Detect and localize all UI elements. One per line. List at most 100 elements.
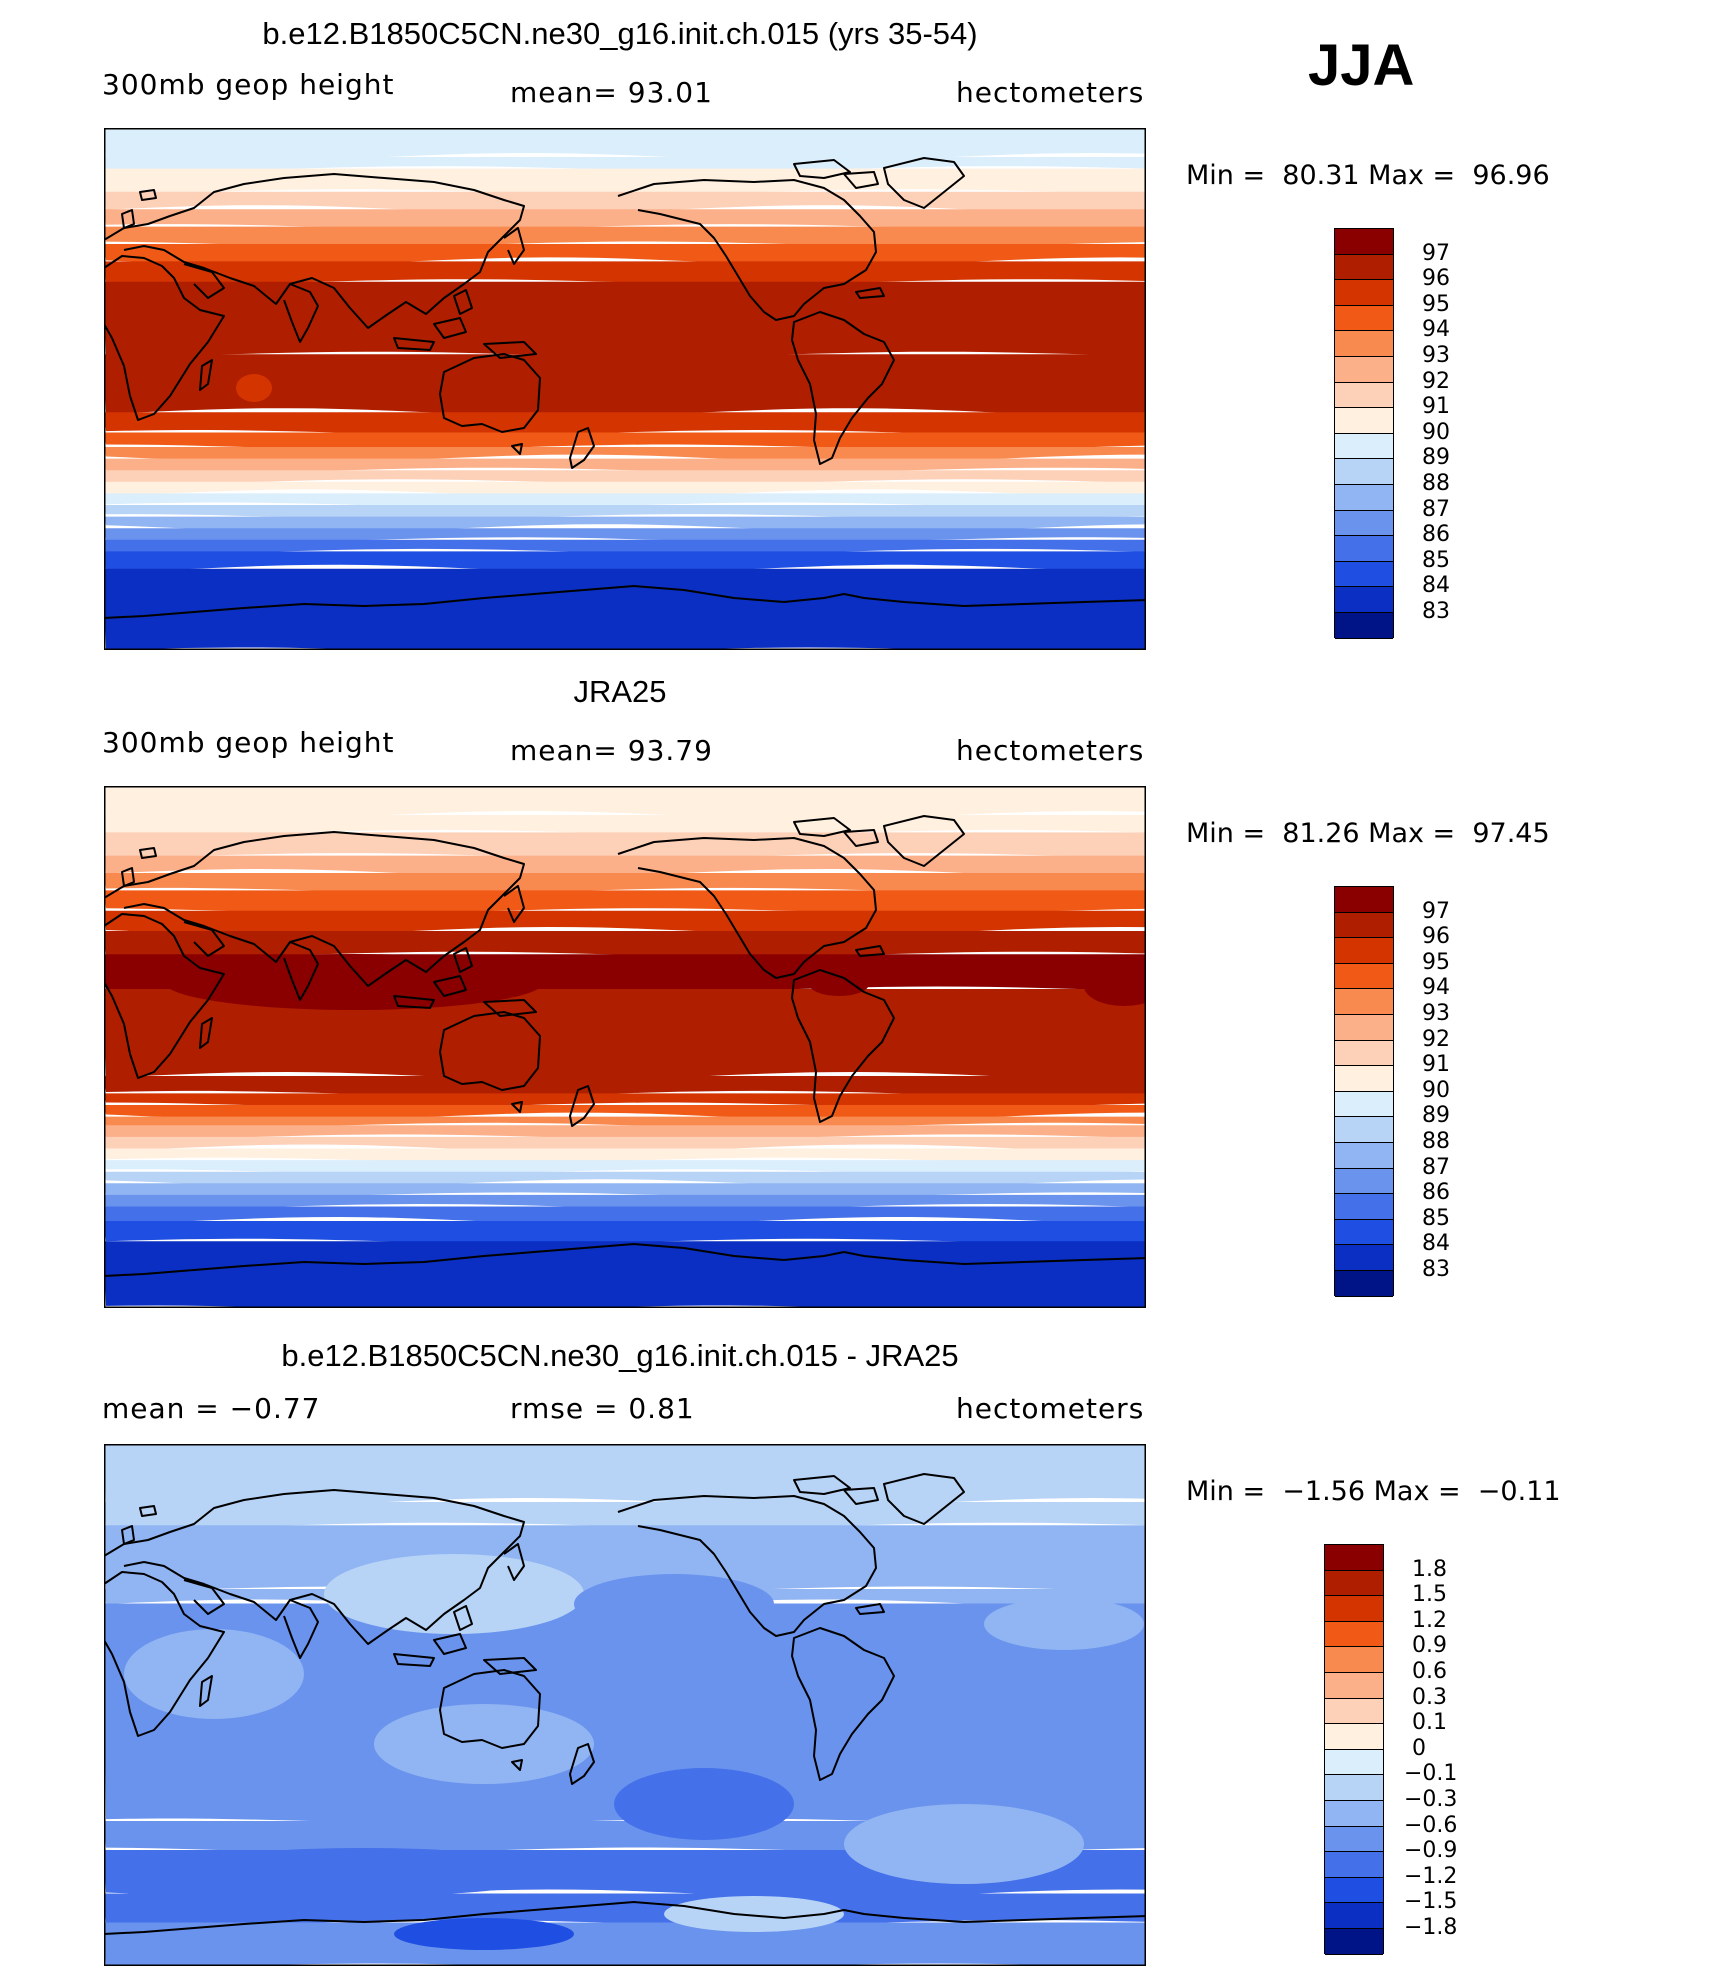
colorbar-swatch: [1325, 1749, 1383, 1776]
colorbar-label: 1.5: [1412, 1582, 1447, 1608]
panel-2-variable-label: 300mb geop height: [102, 726, 395, 759]
coastline: [183, 263, 225, 299]
coastline: [183, 921, 225, 957]
colorbar-label: 0.3: [1412, 1684, 1447, 1710]
coastline: [483, 341, 537, 359]
colorbar-label: 88: [1422, 471, 1450, 496]
contour-region: [324, 1554, 584, 1634]
coastline: [569, 427, 595, 469]
colorbar-swatch: [1335, 989, 1393, 1015]
coastline: [104, 1243, 1146, 1277]
coastline: [503, 227, 525, 265]
coastline: [199, 1675, 213, 1707]
contour-band: [104, 1241, 1146, 1308]
map-frame: [104, 128, 1146, 650]
colorbar-swatch: [1335, 1219, 1393, 1246]
panel-1-title: b.e12.B1850C5CN.ne30_g16.init.ch.015 (yr…: [262, 16, 978, 51]
panel-2-min-max: Min = 81.26 Max = 97.45: [1186, 818, 1550, 849]
colorbar-swatch: [1325, 1903, 1383, 1929]
colorbar-swatch: [1335, 561, 1393, 588]
coastline: [793, 159, 851, 179]
contour-region: [394, 1918, 574, 1950]
contour-region: [809, 972, 869, 996]
colorbar-swatch: [1325, 1570, 1383, 1597]
colorbar-label: 91: [1422, 394, 1450, 420]
colorbar-swatch: [1335, 587, 1393, 613]
coastline: [199, 359, 213, 391]
contour-band: [104, 244, 1146, 266]
panel-2-units: hectometers: [956, 734, 1145, 767]
coastline: [843, 829, 879, 847]
coastline: [104, 1901, 1146, 1935]
contour-band: [104, 505, 1146, 520]
contour-band: [104, 815, 1146, 835]
coastline: [283, 1599, 319, 1659]
coastline: [104, 585, 1146, 619]
contour-band: [104, 1116, 1146, 1128]
panel-3-mean: mean = −0.77: [102, 1392, 321, 1425]
panel-1-units: hectometers: [956, 76, 1145, 109]
contour-band: [104, 1148, 1146, 1163]
contour-band: [104, 432, 1146, 450]
difference-map: [104, 1444, 1146, 1966]
colorbar-swatch: [1325, 1775, 1383, 1801]
colorbar-label: 96: [1422, 266, 1450, 292]
panel-1-mean: mean= 93.01: [510, 76, 713, 109]
coastline: [453, 289, 473, 315]
panel-3-rmse: rmse = 0.81: [510, 1392, 695, 1425]
contour-band: [104, 873, 1146, 893]
coastline: [121, 867, 135, 887]
colorbar-swatch: [1335, 1066, 1393, 1092]
colorbar-label: 90: [1422, 1077, 1450, 1103]
colorbar-label: 96: [1422, 924, 1450, 950]
colorbar-swatch: [1335, 912, 1393, 939]
colorbar-swatch: [1335, 938, 1393, 964]
contour-band: [104, 281, 1146, 357]
coastline-group: [104, 157, 1146, 619]
contour-region: [124, 1629, 304, 1719]
contour-region: [374, 1704, 594, 1784]
coastline: [793, 817, 851, 837]
coastline: [511, 443, 523, 455]
coastline: [791, 1627, 895, 1781]
coastline: [791, 311, 895, 465]
colorbar-swatch: [1335, 229, 1393, 255]
colorbar-swatch: [1325, 1826, 1383, 1853]
colorbar-swatch: [1335, 887, 1393, 913]
colorbar-box: [1334, 886, 1394, 1297]
model-height-map: [104, 128, 1146, 650]
colorbar-label: −0.3: [1404, 1787, 1458, 1812]
colorbar-swatch: [1325, 1852, 1383, 1878]
colorbar-label: 83: [1422, 599, 1450, 624]
colorbar-label: 89: [1422, 1103, 1450, 1129]
coastline: [393, 1653, 435, 1667]
coastline: [483, 1657, 537, 1675]
contour-band: [104, 539, 1146, 554]
contour-region: [574, 1574, 774, 1634]
contour-band: [104, 261, 1146, 285]
colorbar-label: 95: [1422, 291, 1450, 317]
colorbar-swatch: [1335, 510, 1393, 537]
contour-band: [104, 1502, 1146, 1528]
contour-band: [104, 412, 1146, 435]
coastline: [104, 255, 225, 421]
colorbar-label: 92: [1422, 368, 1450, 394]
colorbar-label: 92: [1422, 1026, 1450, 1052]
contour-band: [104, 470, 1146, 485]
colorbar-swatch: [1335, 459, 1393, 485]
colorbar-label: 97: [1422, 898, 1450, 924]
colorbar-swatch: [1335, 1014, 1393, 1041]
coastline: [283, 283, 319, 343]
colorbar-swatch: [1325, 1928, 1383, 1955]
colorbar-label: 86: [1422, 522, 1450, 548]
colorbar-swatch: [1335, 963, 1393, 990]
colorbar-swatch: [1325, 1545, 1383, 1571]
coastline: [855, 287, 885, 299]
colorbar-swatch: [1335, 1168, 1393, 1195]
contour-band: [104, 493, 1146, 508]
coastline: [121, 1525, 135, 1545]
colorbar-swatch: [1335, 331, 1393, 357]
panel-1-variable-label: 300mb geop height: [102, 68, 395, 101]
contour-band: [104, 226, 1146, 247]
coastline: [503, 885, 525, 923]
